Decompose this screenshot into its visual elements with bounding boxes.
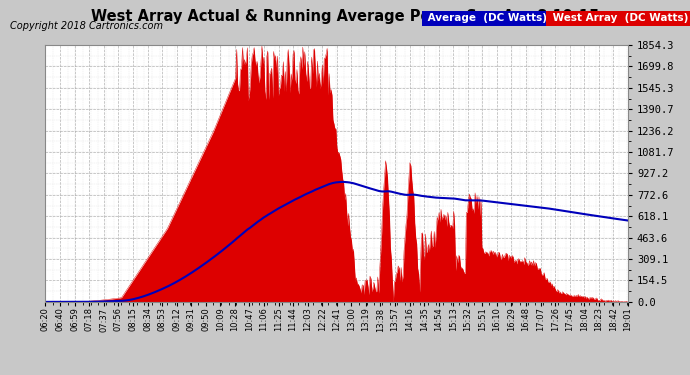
Text: Average  (DC Watts): Average (DC Watts)	[424, 13, 551, 23]
Text: West Array  (DC Watts): West Array (DC Watts)	[549, 13, 690, 23]
Text: Copyright 2018 Cartronics.com: Copyright 2018 Cartronics.com	[10, 21, 164, 31]
Text: West Array Actual & Running Average Power Sun Apr 8 19:15: West Array Actual & Running Average Powe…	[91, 9, 599, 24]
